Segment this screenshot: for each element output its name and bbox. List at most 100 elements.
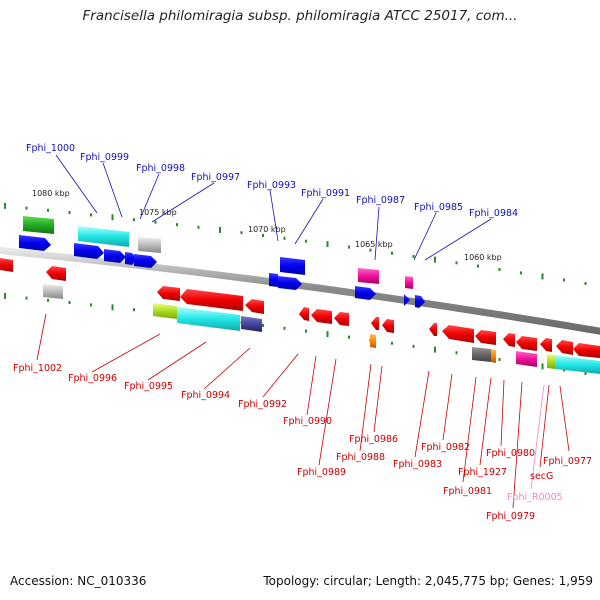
ruler-upper-tick	[154, 220, 157, 224]
label-fphi-0989[interactable]: Fphi_0989	[297, 467, 346, 478]
gene-arrow-fphi-0984-b[interactable]	[415, 295, 425, 308]
ruler-upper-tick	[369, 248, 372, 252]
ruler-upper-tick	[283, 236, 286, 240]
gene-arrow-fphi-1000[interactable]	[19, 235, 51, 251]
reverse-gene-labels: Fphi_1002 Fphi_0996 Fphi_0995 Fphi_0994 …	[13, 363, 592, 522]
gene-box-fphi-1001[interactable]	[23, 216, 54, 234]
label-fphi-0998[interactable]: Fphi_0998	[136, 163, 185, 174]
label-fphi-0991[interactable]: Fphi_0991	[301, 188, 350, 199]
ruler-lower-tick	[326, 331, 329, 338]
gene-box-fphi-0981-gray[interactable]	[472, 347, 491, 362]
gene-box-fphi-0987[interactable]	[358, 268, 379, 284]
label-fphi-0987[interactable]: Fphi_0987	[356, 195, 405, 206]
label-fphi-0999[interactable]: Fphi_0999	[80, 152, 129, 163]
label-fphi-1927[interactable]: Fphi_1927	[458, 467, 507, 478]
ruler-lower-tick	[4, 292, 6, 299]
gene-arrow-fphi-0988[interactable]	[371, 317, 379, 330]
label-fphi-0981[interactable]: Fphi_0981	[443, 486, 492, 497]
scale-label-1065: 1065 kbp	[355, 240, 393, 249]
ruler-upper-tick	[133, 218, 135, 222]
gene-arrow-fphi-0982[interactable]	[442, 325, 474, 343]
reverse-leader-lines	[36, 313, 570, 509]
ruler-upper-tick	[563, 278, 565, 282]
gene-arrow-fphi-0996-b[interactable]	[180, 289, 243, 311]
label-fphi-0996[interactable]: Fphi_0996	[68, 373, 117, 384]
gene-arrow-fphi-0979[interactable]	[540, 338, 552, 352]
label-fphi-1002[interactable]: Fphi_1002	[13, 363, 62, 374]
gene-arrow-left-edge[interactable]	[0, 258, 13, 272]
gene-box-fphi-0977-cyan[interactable]	[555, 355, 600, 374]
gene-arrow-fphi-0993-b[interactable]	[278, 276, 302, 290]
label-fphi-0995[interactable]: Fphi_0995	[124, 381, 173, 392]
gene-arrow-fphi-0997[interactable]	[134, 254, 157, 268]
ruler-upper-tick	[176, 223, 178, 227]
ruler-lower-tick	[25, 296, 28, 300]
gene-arrow-fphi-0984-a[interactable]	[404, 294, 410, 306]
ruler-upper-tick	[477, 264, 479, 268]
gene-box-secg-lime[interactable]	[547, 354, 555, 369]
label-fphi-0990[interactable]: Fphi_0990	[283, 416, 332, 427]
ruler-lower-tick	[412, 344, 415, 348]
gene-arrow-fphi-0996-a[interactable]	[157, 286, 180, 301]
ruler-lower-tick	[111, 304, 114, 311]
ruler-upper-tick	[111, 214, 114, 221]
gene-arrow-fphi-0993[interactable]	[269, 273, 278, 287]
ruler-lower-tick	[47, 298, 49, 302]
label-fphi-0984[interactable]: Fphi_0984	[469, 208, 518, 219]
ruler-upper-tick	[498, 268, 501, 271]
label-fphi-0992[interactable]: Fphi_0992	[238, 399, 287, 410]
gene-arrow-fphi-0994-b[interactable]	[245, 299, 264, 314]
label-fphi-0993[interactable]: Fphi_0993	[247, 180, 296, 191]
label-fphi-0983[interactable]: Fphi_0983	[393, 459, 442, 470]
gene-box-fphi-1002[interactable]	[43, 284, 63, 299]
label-fphi-0980[interactable]: Fphi_0980	[486, 448, 535, 459]
ruler-upper-tick	[240, 231, 243, 235]
ruler-lower-tick	[541, 363, 544, 370]
scale-label-1060: 1060 kbp	[464, 253, 502, 262]
gene-arrow-fphi-0986[interactable]	[382, 319, 394, 333]
gene-box-fphi-0979-pink[interactable]	[516, 351, 537, 367]
gene-arrow-fphi-1002-top[interactable]	[46, 266, 66, 281]
gene-box-fphi-0996[interactable]	[153, 303, 177, 319]
label-fphi-1000[interactable]: Fphi_1000	[26, 143, 75, 154]
gene-box-fphi-1927-orange[interactable]	[491, 349, 496, 363]
gene-arrow-fphi-0980[interactable]	[516, 336, 537, 351]
label-fphi-r0005[interactable]: Fphi_R0005	[507, 492, 563, 503]
gene-arrow-fphi-0998-a[interactable]	[74, 243, 104, 259]
gene-arrow-fphi-0983[interactable]	[429, 323, 437, 336]
label-fphi-0997[interactable]: Fphi_0997	[191, 172, 240, 183]
label-secg[interactable]: secG	[530, 471, 553, 482]
label-fphi-0979[interactable]: Fphi_0979	[486, 511, 535, 522]
gene-box-fphi-0998-gray[interactable]	[138, 237, 161, 253]
ruler-upper-tick	[520, 271, 522, 275]
ruler-upper-tick	[68, 211, 71, 214]
label-fphi-0982[interactable]: Fphi_0982	[421, 442, 470, 453]
gene-arrow-fphi-0992[interactable]	[299, 307, 309, 321]
label-fphi-0985[interactable]: Fphi_0985	[414, 202, 463, 213]
gene-box-fphi-0991[interactable]	[280, 257, 305, 275]
gene-arrow-fphi-0989[interactable]	[334, 312, 349, 326]
ruler-upper-tick	[219, 227, 221, 233]
gene-box-fphi-0999[interactable]	[78, 226, 129, 247]
ruler-upper-tick	[197, 225, 200, 229]
gene-arrow-fphi-0990[interactable]	[311, 309, 332, 324]
ruler-lower-tick	[498, 358, 501, 361]
ruler-lower-tick	[455, 351, 458, 355]
gene-arrow-fphi-0987-b[interactable]	[355, 286, 376, 300]
scale-label-1080: 1080 kbp	[32, 189, 70, 198]
gene-box-fphi-0995[interactable]	[177, 307, 240, 331]
gene-arrow-fphi-0977[interactable]	[573, 343, 600, 358]
gene-arrow-seqG[interactable]	[556, 340, 573, 355]
label-fphi-0988[interactable]: Fphi_0988	[336, 452, 385, 463]
gene-arrow-fphi-0998-b[interactable]	[104, 249, 126, 263]
label-fphi-0994[interactable]: Fphi_0994	[181, 390, 230, 401]
gene-arrow-fphi-0981[interactable]	[475, 330, 496, 345]
label-fphi-0986[interactable]: Fphi_0986	[349, 434, 398, 445]
label-fphi-0977[interactable]: Fphi_0977	[543, 456, 592, 467]
gene-box-fphi-0994[interactable]	[241, 316, 262, 332]
gene-arrow-fphi-1927[interactable]	[503, 333, 515, 347]
gene-box-fphi-0985[interactable]	[405, 276, 413, 289]
ruler-upper-tick	[541, 273, 544, 280]
gene-box-fphi-0986-orange[interactable]	[370, 334, 376, 348]
